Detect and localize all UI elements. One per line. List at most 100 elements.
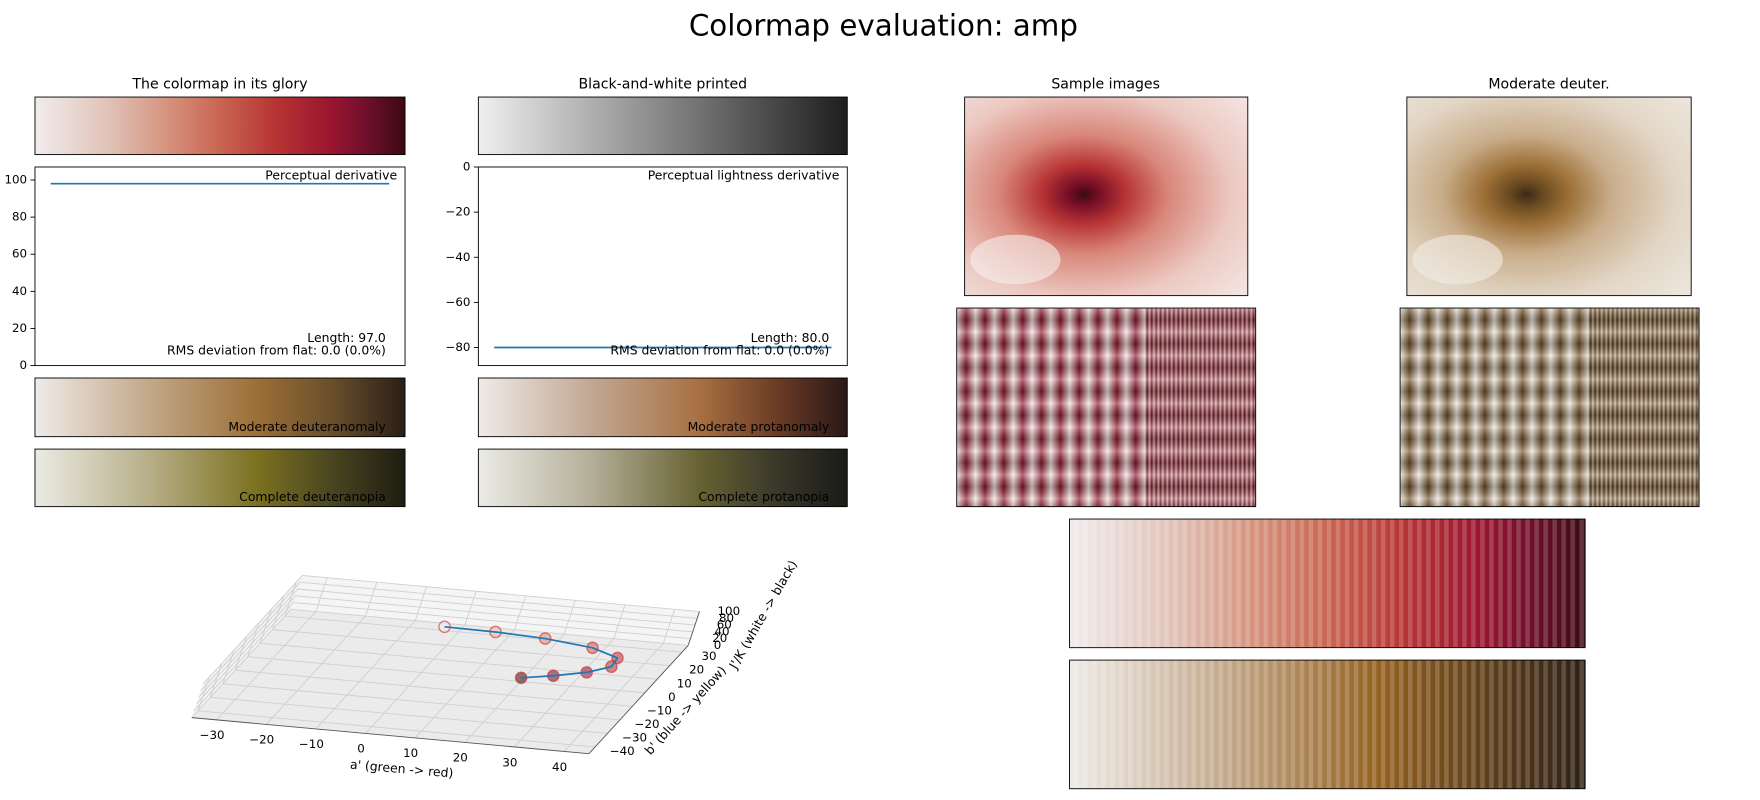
- figure-title: Colormap evaluation: amp: [689, 9, 1078, 43]
- x-tick-label: −30: [200, 728, 225, 742]
- x-tick-label: 20: [453, 751, 468, 765]
- strip-label: Moderate deuteranomaly: [228, 419, 385, 434]
- strip-frame: [477, 377, 848, 438]
- strip-frame: [477, 96, 848, 156]
- grid-line: [193, 602, 294, 712]
- grid-line: [222, 649, 235, 684]
- y-tick-label: −30: [622, 730, 647, 744]
- grid-line: [265, 615, 366, 725]
- y-tick-label: 30: [702, 649, 717, 663]
- grid-line: [414, 629, 515, 739]
- grid-line: [234, 636, 247, 671]
- strip-overlay: [1069, 519, 1586, 648]
- grid-line: [291, 608, 689, 646]
- protanopia-strip: [478, 449, 848, 507]
- curve-line: [444, 625, 619, 679]
- grid-line: [300, 581, 698, 619]
- grid-line: [216, 611, 317, 721]
- y-tick-label: −40: [445, 250, 470, 264]
- y-tick-label: 100: [5, 172, 28, 186]
- grid-line: [563, 600, 576, 635]
- panel-title: Black-and-white printed: [579, 77, 748, 93]
- image-frame: [1406, 96, 1692, 297]
- y-tick-label: 0: [20, 358, 28, 372]
- annotation: Perceptual derivative: [265, 168, 397, 183]
- grid-line: [365, 582, 378, 617]
- note: RMS deviation from flat: 0.0 (0.0%): [167, 342, 386, 357]
- panel-title: The colormap in its glory: [131, 77, 307, 93]
- image-title: Sample images: [1051, 77, 1160, 93]
- grid-line: [662, 609, 676, 644]
- grid-line: [235, 669, 633, 707]
- image-detail: [970, 234, 1061, 285]
- grid-line: [209, 663, 223, 698]
- grid-line: [365, 624, 466, 734]
- x-tick-label: −20: [249, 733, 274, 747]
- deuteranopia-strip: [34, 449, 406, 507]
- image-overlay: [1400, 308, 1700, 507]
- image-frame: [1399, 307, 1700, 508]
- strip-frame: [34, 448, 406, 508]
- grid-line: [200, 581, 301, 691]
- y-tick-label: −60: [445, 295, 470, 309]
- y-tick-label: 20: [689, 663, 704, 677]
- protanomaly-strip: [478, 377, 848, 437]
- z-tick-label: 20: [712, 631, 727, 645]
- wall-pane: [191, 575, 303, 718]
- strip-label: Complete protanopia: [698, 489, 829, 504]
- axis-line: [687, 611, 700, 646]
- y-tick-label: −40: [610, 744, 635, 758]
- grid-line: [563, 642, 664, 752]
- strip-overlay: [1069, 660, 1586, 789]
- grid-line: [247, 622, 260, 657]
- strip-frame: [34, 377, 406, 438]
- strip-frame: [34, 96, 406, 156]
- grid-line: [613, 604, 626, 639]
- grid-line: [284, 615, 683, 653]
- grid-line: [195, 595, 296, 705]
- grid-line: [247, 656, 645, 694]
- floor-pane: [191, 609, 689, 754]
- grid-line: [197, 710, 596, 748]
- grid-line: [315, 620, 416, 730]
- y-tick-label: −20: [445, 205, 470, 219]
- grid-line: [514, 638, 615, 748]
- grayscale-strip: [478, 97, 848, 155]
- strip-label: Complete deuteranopia: [239, 489, 386, 504]
- deuteranomaly-strip: [34, 377, 406, 437]
- grid-line: [197, 676, 210, 712]
- wall-pane: [291, 575, 700, 646]
- strip-frame: [1069, 659, 1586, 790]
- grid-line: [315, 577, 328, 612]
- z-tick-label: 100: [718, 604, 741, 618]
- y-tick-label: −20: [635, 717, 660, 731]
- grid-line: [293, 602, 691, 640]
- y-tick-label: −80: [445, 340, 470, 354]
- y-tick-label: 80: [12, 210, 27, 224]
- grid-line: [210, 696, 608, 734]
- z-tick-label: 0: [714, 638, 722, 652]
- y-tick-label: 0: [668, 690, 676, 704]
- axes-frame: [34, 166, 406, 367]
- note: Length: 97.0: [307, 330, 386, 345]
- strip-frame: [1069, 518, 1586, 649]
- grid-line: [272, 629, 670, 667]
- grid-line: [297, 588, 696, 626]
- grid-line: [514, 595, 527, 630]
- y-tick-label: 20: [12, 321, 27, 335]
- x-tick-label: 40: [552, 760, 567, 774]
- image-detail: [1412, 234, 1503, 285]
- grid-line: [259, 609, 272, 644]
- grid-line: [198, 588, 299, 698]
- annotation: Perceptual lightness derivative: [648, 168, 840, 183]
- note: RMS deviation from flat: 0.0 (0.0%): [610, 342, 829, 357]
- z-tick-label: 40: [715, 624, 730, 638]
- y-tick-label: 0: [463, 159, 471, 173]
- image-frame: [956, 307, 1257, 508]
- x-tick-label: 0: [357, 742, 365, 756]
- x-tick-label: −10: [299, 737, 324, 751]
- grid-line: [202, 575, 303, 685]
- grid-line: [284, 582, 297, 617]
- grid-line: [414, 586, 427, 621]
